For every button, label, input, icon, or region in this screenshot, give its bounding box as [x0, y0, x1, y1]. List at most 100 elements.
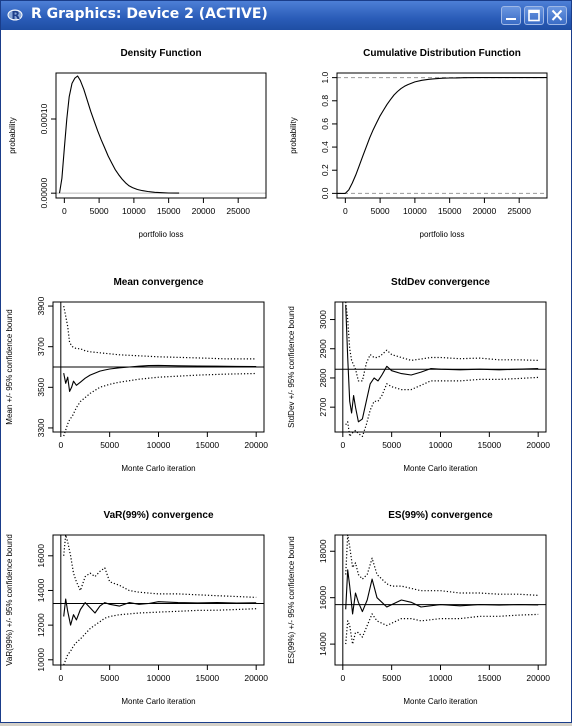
mean-series-1: [63, 305, 257, 360]
mean-ytick-label-2: 3700: [36, 337, 46, 356]
minimize-icon: [506, 18, 516, 20]
es99-xtick-label-4: 20000: [526, 673, 550, 683]
cdf-chart: Cumulative Distribution Function 0 5000 100…: [289, 48, 548, 239]
density-ylabel: probability: [8, 117, 17, 153]
cdf-ylabel: probability: [289, 117, 298, 153]
stddev-xtick-label-3: 15000: [478, 440, 502, 450]
density-plot-frame: [55, 72, 267, 199]
cdf-xtick-label-0: 0: [343, 206, 348, 216]
maximize-button[interactable]: [524, 6, 544, 25]
stddev-ytick-label-0: 2700: [318, 397, 328, 416]
es99-xlabel: Monte Carlo iteration: [403, 697, 477, 706]
r-logo-icon: R: [7, 9, 23, 22]
var99-plot-frame: [52, 534, 265, 666]
es99-series-2: [345, 613, 539, 645]
cdf-xlabel: portfolio loss: [420, 230, 465, 239]
es99-ytick-label-1: 16000: [318, 586, 328, 610]
mean-xlabel: Monte Carlo iteration: [121, 464, 195, 473]
mean-xtick-label-0: 0: [58, 440, 63, 450]
window-title: R Graphics: Device 2 (ACTIVE): [31, 6, 268, 22]
es99-chart: ES(99%) convergence 0 5000 10000 15000 20000 1…: [287, 510, 550, 706]
cdf-xtick-label-5: 25000: [507, 206, 531, 216]
cdf-xtick-label-2: 10000: [403, 206, 427, 216]
cdf-ytick-label-2: 0.4: [320, 141, 330, 153]
var99-chart: VaR(99%) convergence 0 5000 10000 15000 20000…: [5, 510, 268, 706]
plot-area: Density Function 0 5000 10000 15000 20000 2500…: [5, 48, 550, 706]
mean-xtick-label-1: 5000: [100, 440, 119, 450]
stddev-xtick-label-2: 10000: [429, 440, 453, 450]
var99-xtick-label-3: 15000: [196, 673, 220, 683]
cdf-xtick-label-3: 15000: [438, 206, 462, 216]
stddev-series-0: [345, 304, 539, 423]
mean-xtick-label-3: 15000: [196, 440, 220, 450]
cdf-ytick-label-0: 0.0: [320, 187, 330, 199]
mean-ytick-label-3: 3900: [36, 296, 46, 315]
mean-xtick-label-4: 20000: [244, 440, 268, 450]
title-bar[interactable]: R R Graphics: Device 2 (ACTIVE): [1, 1, 571, 30]
var99-series-1: [63, 534, 257, 598]
stddev-ylabel: StdDev +/- 95% confidence bound: [287, 306, 296, 428]
var99-xtick-label-2: 10000: [147, 673, 171, 683]
density-series-0: [58, 75, 180, 194]
close-icon: [551, 9, 563, 21]
es99-xtick-label-1: 5000: [382, 673, 401, 683]
es99-ytick-label-2: 18000: [318, 539, 328, 563]
var99-title: VaR(99%) convergence: [103, 510, 213, 521]
stddev-ytick-label-3: 3000: [318, 310, 328, 329]
es99-title: ES(99%) convergence: [388, 510, 493, 521]
var99-ytick-label-1: 12000: [36, 613, 46, 637]
var99-ytick-label-2: 14000: [36, 578, 46, 602]
mean-ytick-label-0: 3300: [36, 418, 46, 437]
stddev-xlabel: Monte Carlo iteration: [403, 464, 477, 473]
es99-series-1: [345, 534, 539, 596]
density-xtick-label-3: 15000: [157, 206, 181, 216]
stddev-xtick-label-4: 20000: [526, 440, 550, 450]
var99-series-2: [63, 608, 257, 666]
cdf-ytick-label-4: 0.8: [320, 95, 330, 107]
cdf-xtick-label-1: 5000: [371, 206, 390, 216]
es99-series-0: [345, 569, 539, 615]
var99-ytick-label-3: 16000: [36, 544, 46, 568]
cdf-ytick-label-3: 0.6: [320, 118, 330, 130]
stddev-chart: StdDev convergence 0 5000 10000 15000 20000 27…: [287, 277, 550, 473]
cdf-xtick-label-4: 20000: [473, 206, 497, 216]
var99-xtick-label-0: 0: [58, 673, 63, 683]
density-xtick-label-2: 10000: [122, 206, 146, 216]
stddev-xtick-label-0: 0: [340, 440, 345, 450]
close-button[interactable]: [547, 6, 567, 25]
es99-xtick-label-0: 0: [340, 673, 345, 683]
stddev-ytick-label-2: 2900: [318, 339, 328, 358]
density-xtick-label-4: 20000: [192, 206, 216, 216]
stddev-ytick-label-1: 2800: [318, 368, 328, 387]
es99-xtick-label-2: 10000: [429, 673, 453, 683]
cdf-series-0: [337, 77, 547, 194]
stddev-series-2: [345, 376, 539, 437]
mean-xtick-label-2: 10000: [147, 440, 171, 450]
mean-chart: Mean convergence 0 5000 10000 15000 20000 3300…: [5, 277, 268, 473]
cdf-ytick-label-1: 0.2: [320, 164, 330, 176]
density-xtick-label-1: 5000: [90, 206, 109, 216]
minimize-button[interactable]: [501, 6, 521, 25]
cdf-ytick-label-5: 1.0: [320, 71, 330, 83]
var99-xlabel: Monte Carlo iteration: [121, 697, 195, 706]
es99-ytick-label-0: 14000: [318, 632, 328, 656]
stddev-series-1: [345, 301, 539, 382]
plot-canvas: Density Function 0 5000 10000 15000 20000 2500…: [2, 30, 570, 722]
stddev-title: StdDev convergence: [391, 277, 490, 288]
es99-ylabel: ES(99%) +/- 95% confidence bound: [287, 536, 296, 663]
density-ytick-label-0: 0.00000: [39, 178, 49, 209]
es99-xtick-label-3: 15000: [478, 673, 502, 683]
mean-title: Mean convergence: [113, 277, 203, 288]
density-xtick-label-0: 0: [62, 206, 67, 216]
var99-xtick-label-4: 20000: [244, 673, 268, 683]
density-ytick-label-1: 0.00010: [39, 103, 49, 134]
mean-ylabel: Mean +/- 95% confidence bound: [5, 309, 14, 424]
var99-ylabel: VaR(99%) +/- 95% confidence bound: [5, 534, 14, 666]
stddev-plot-frame: [334, 301, 547, 433]
maximize-icon: [528, 9, 540, 22]
stddev-xtick-label-1: 5000: [382, 440, 401, 450]
mean-series-2: [63, 372, 257, 437]
density-chart: Density Function 0 5000 10000 15000 20000 2500…: [8, 48, 267, 239]
cdf-plot-frame: [336, 72, 548, 199]
density-xtick-label-5: 25000: [226, 206, 250, 216]
